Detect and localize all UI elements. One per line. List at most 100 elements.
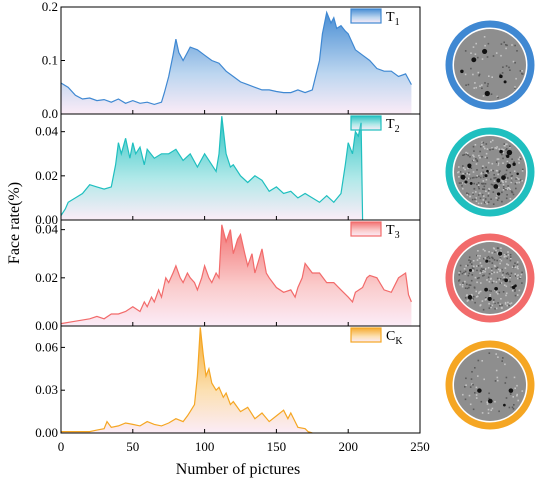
- speckle: [499, 258, 501, 261]
- speckle: [470, 279, 473, 282]
- speckle: [517, 158, 520, 160]
- speckle: [507, 177, 509, 179]
- speckle: [505, 148, 507, 151]
- speckle: [483, 202, 486, 204]
- series-area: [61, 116, 363, 220]
- speckle: [493, 259, 496, 261]
- speckle: [509, 253, 512, 256]
- speckle: [474, 367, 476, 369]
- speckle: [509, 256, 512, 258]
- pore: [506, 149, 513, 156]
- speckle: [520, 273, 523, 276]
- speckle: [491, 76, 493, 78]
- speckle: [506, 162, 509, 164]
- speckle: [491, 147, 493, 149]
- y-tick-label: 0.1: [42, 53, 58, 68]
- speckle: [505, 197, 508, 200]
- speckle: [509, 198, 512, 200]
- speckle: [472, 268, 475, 270]
- speckle: [491, 281, 494, 284]
- speckle: [469, 177, 471, 180]
- speckle: [464, 270, 467, 273]
- speckle: [474, 144, 477, 146]
- speckle: [501, 274, 504, 276]
- speckle: [487, 412, 490, 414]
- y-tick-label: 0.2: [42, 0, 58, 14]
- speckle: [513, 376, 516, 379]
- speckle: [476, 269, 478, 272]
- speckle: [472, 159, 475, 161]
- speckle: [493, 177, 495, 179]
- speckle: [477, 202, 480, 205]
- speckle: [472, 298, 474, 300]
- speckle: [485, 201, 487, 203]
- speckle: [462, 165, 464, 167]
- speckle: [492, 169, 494, 172]
- speckle: [509, 393, 512, 395]
- speckle: [505, 255, 507, 257]
- speckle: [491, 304, 494, 307]
- speckle: [486, 256, 489, 259]
- speckle: [499, 304, 501, 307]
- speckle: [480, 202, 483, 205]
- speckle: [471, 263, 473, 265]
- speckle: [499, 269, 502, 271]
- speckle: [508, 66, 510, 69]
- speckle: [479, 197, 482, 200]
- panel-4: 0.00 0.03 0.06 CK: [35, 325, 421, 440]
- series-line: [60, 116, 364, 221]
- pore: [512, 162, 516, 166]
- speckle: [485, 143, 488, 145]
- speckle: [518, 162, 520, 164]
- speckle: [458, 280, 460, 282]
- speckle: [518, 178, 520, 180]
- speckle: [483, 268, 485, 270]
- speckle: [464, 386, 466, 388]
- speckle: [496, 247, 499, 249]
- speckle: [496, 146, 498, 148]
- speckle: [511, 175, 513, 177]
- speckle: [505, 285, 508, 288]
- speckle: [478, 277, 480, 279]
- speckle: [465, 377, 467, 380]
- speckle: [509, 171, 512, 174]
- speckle: [500, 54, 502, 57]
- speckle: [471, 177, 474, 179]
- speckle: [485, 298, 487, 300]
- speckle: [464, 398, 467, 401]
- speckle: [507, 185, 509, 187]
- speckle: [505, 65, 508, 67]
- speckle: [462, 167, 465, 169]
- speckle: [470, 167, 473, 169]
- speckle: [467, 83, 470, 86]
- micrograph-column: [445, 20, 535, 430]
- speckle: [490, 93, 493, 95]
- speckle: [496, 376, 499, 379]
- speckle: [468, 173, 471, 176]
- speckle: [462, 393, 464, 396]
- speckle: [508, 187, 510, 190]
- speckle: [483, 188, 486, 191]
- speckle: [500, 282, 503, 284]
- speckle: [494, 251, 496, 253]
- speckle: [471, 383, 473, 385]
- speckle: [464, 168, 466, 171]
- speckle: [459, 283, 461, 286]
- x-tick-label: 150: [267, 439, 287, 454]
- speckle: [512, 396, 514, 398]
- pore: [496, 178, 501, 183]
- speckle: [480, 400, 483, 403]
- speckle: [493, 174, 495, 176]
- speckle: [485, 190, 487, 192]
- speckle: [489, 305, 492, 307]
- speckle: [458, 166, 460, 168]
- y-tick-label: 0.03: [35, 382, 58, 397]
- speckle: [470, 67, 472, 70]
- speckle: [479, 304, 481, 307]
- speckle: [479, 85, 481, 87]
- speckle: [481, 58, 484, 60]
- speckle: [505, 47, 507, 50]
- series-area: [61, 327, 313, 433]
- speckle: [462, 187, 464, 190]
